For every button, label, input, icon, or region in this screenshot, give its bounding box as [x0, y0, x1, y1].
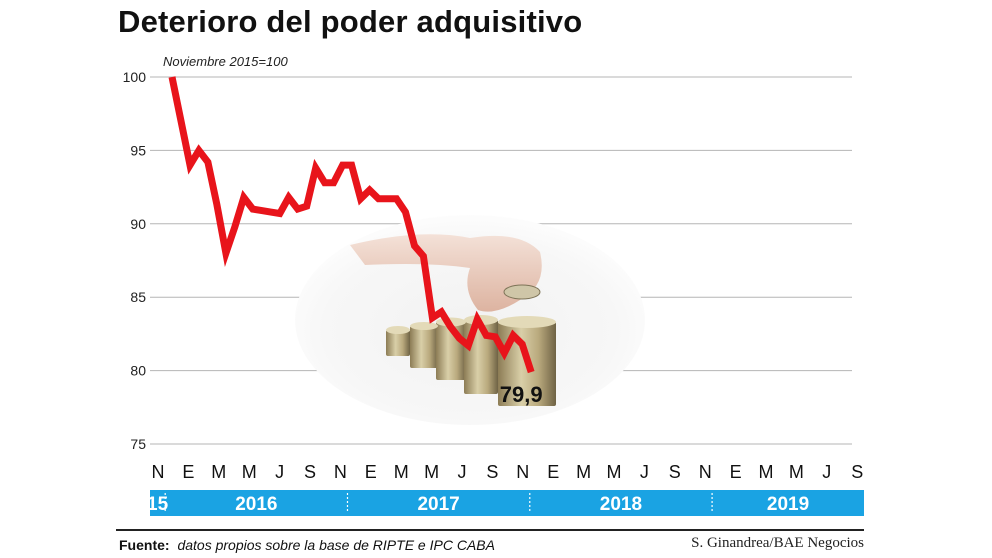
x-tick-label: M — [789, 462, 804, 482]
footer-divider — [116, 529, 864, 531]
x-tick-label: M — [607, 462, 622, 482]
year-label: 2018 — [600, 494, 642, 515]
x-tick-label: N — [334, 462, 347, 482]
year-label: 2019 — [767, 494, 809, 515]
x-tick-label: N — [699, 462, 712, 482]
x-tick-label: M — [211, 462, 226, 482]
y-tick-label: 75 — [130, 436, 146, 452]
source-label: Fuente: — [119, 537, 170, 553]
x-tick-label: J — [458, 462, 467, 482]
x-tick-label: E — [730, 462, 742, 482]
source-text: datos propios sobre la base de RIPTE e I… — [177, 537, 495, 553]
x-tick-label: J — [275, 462, 284, 482]
hand-shape — [350, 234, 542, 312]
x-tick-label: E — [365, 462, 377, 482]
x-tick-label: M — [759, 462, 774, 482]
chart-title: Deterioro del poder adquisitivo — [118, 4, 583, 39]
x-tick-label: J — [640, 462, 649, 482]
y-tick-label: 85 — [130, 289, 146, 305]
coin-held — [503, 284, 541, 300]
x-tick-label: M — [394, 462, 409, 482]
y-tick-label: 95 — [130, 142, 146, 158]
year-band: 15 2016 2017 2018 2019 — [147, 490, 864, 516]
x-tick-label: S — [669, 462, 681, 482]
y-tick-label: 100 — [123, 69, 147, 85]
y-tick-label: 80 — [130, 363, 146, 379]
x-tick-label: M — [576, 462, 591, 482]
year-band-bar — [150, 490, 864, 516]
source-note: Fuente: datos propios sobre la base de R… — [119, 537, 495, 553]
y-tick-label: 90 — [130, 216, 146, 232]
grid-lines: 100 95 90 85 80 75 — [123, 69, 852, 452]
credit-text: S. Ginandrea/BAE Negocios — [691, 535, 864, 551]
chart-subtitle: Noviembre 2015=100 — [163, 54, 288, 69]
coin-stack-1 — [386, 330, 410, 356]
year-label: 2016 — [235, 494, 277, 515]
x-tick-label: S — [304, 462, 316, 482]
x-tick-label: M — [242, 462, 257, 482]
x-tick-label: E — [547, 462, 559, 482]
x-tick-label: N — [516, 462, 529, 482]
x-tick-label: S — [851, 462, 863, 482]
coins-hand-illustration — [295, 215, 645, 425]
line-series — [168, 76, 535, 374]
year-label: 15 — [147, 494, 169, 515]
coin-stack-2 — [410, 326, 438, 368]
end-value-label: 79,9 — [500, 382, 543, 407]
x-tick-label: M — [424, 462, 439, 482]
x-tick-label: S — [486, 462, 498, 482]
annotations: 79,9 — [500, 382, 543, 407]
x-tick-label: E — [182, 462, 194, 482]
x-tick-label: N — [152, 462, 165, 482]
x-tick-label: J — [822, 462, 831, 482]
year-label: 2017 — [417, 494, 459, 515]
